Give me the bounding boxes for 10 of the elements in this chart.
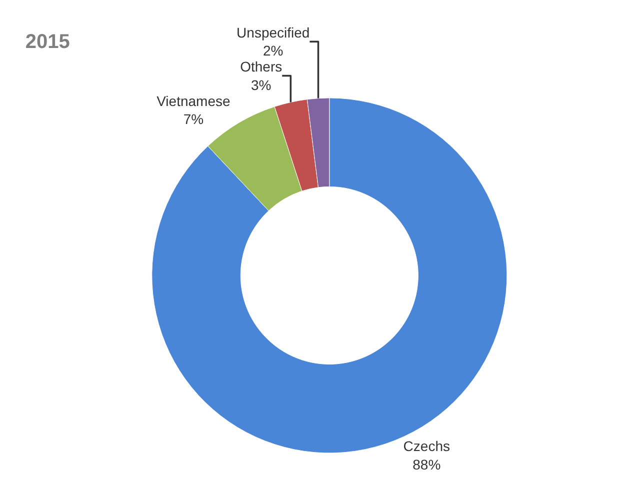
slice-label: Vietnamese (156, 92, 230, 109)
slice-label: Czechs (403, 438, 450, 454)
data-label: 7% (183, 111, 204, 128)
data-label: 88% (412, 456, 441, 472)
data-label: 2% (263, 42, 284, 59)
donut-slice (152, 98, 508, 453)
chart-title: 2015 (25, 30, 70, 53)
slice-label: Others (240, 58, 282, 75)
data-label: 3% (251, 76, 272, 93)
slice-label: Unspecified (236, 24, 310, 40)
